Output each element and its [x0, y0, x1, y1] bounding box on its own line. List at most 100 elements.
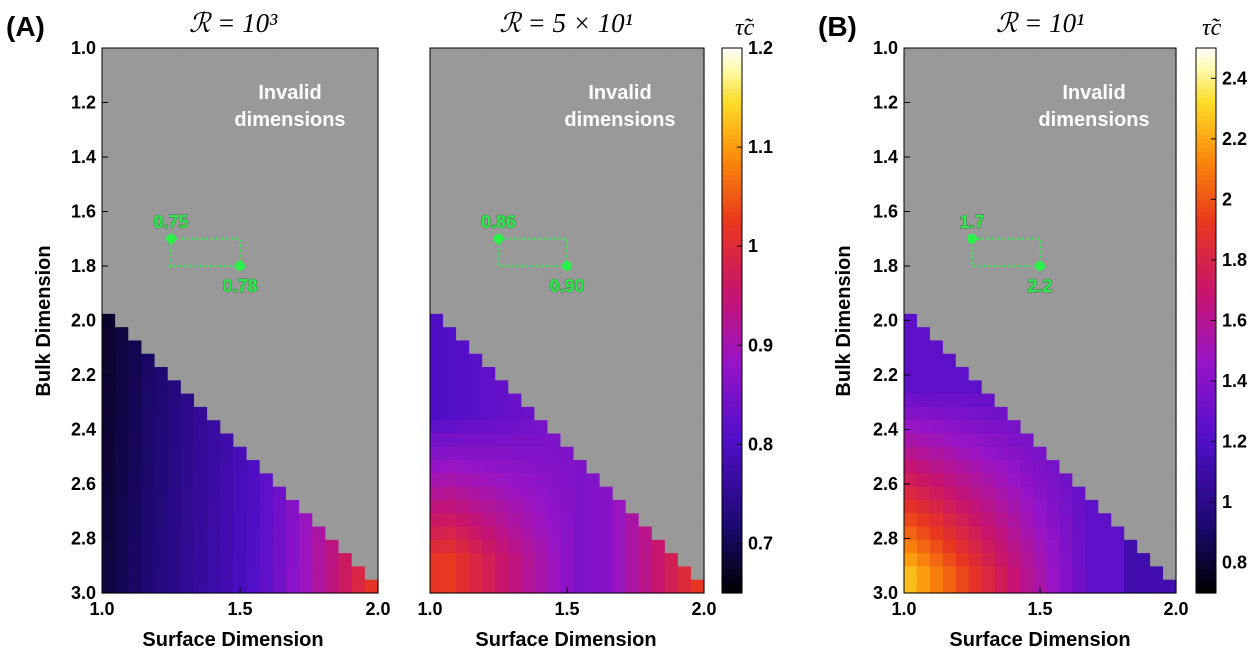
heatmap-cell: [272, 446, 287, 461]
heatmap-cell: [443, 340, 457, 355]
heatmap-cell: [1163, 499, 1177, 514]
heatmap-cell: [1046, 367, 1061, 381]
heatmap-cell: [1098, 234, 1112, 248]
heatmap-cell: [430, 433, 444, 448]
heatmap-cell: [1046, 553, 1061, 568]
heatmap-cell: [272, 287, 287, 302]
colorbar-segment: [722, 388, 742, 394]
heatmap-cell: [942, 473, 957, 488]
colorbar-segment: [1196, 147, 1216, 154]
heatmap-cell: [115, 340, 129, 355]
colorbar-segment: [722, 420, 742, 426]
heatmap-cell: [677, 87, 692, 102]
colorbar-tick-label: 1.1: [748, 137, 773, 157]
heatmap-cell: [338, 539, 353, 554]
heatmap-cell: [102, 167, 116, 182]
heatmap-cell: [560, 180, 575, 195]
heatmap-cell: [560, 127, 575, 142]
heatmap-cell: [207, 327, 221, 342]
heatmap-cell: [246, 234, 261, 248]
colorbar-segment: [1196, 570, 1216, 576]
heatmap-cell: [1124, 513, 1138, 528]
heatmap-cell: [534, 353, 549, 368]
heatmap-cell: [994, 287, 1009, 302]
heatmap-cell: [1007, 433, 1022, 448]
colorbar-segment: [1196, 533, 1216, 540]
heatmap-cell: [469, 300, 483, 315]
heatmap-cell: [955, 114, 970, 129]
heatmap-cell: [154, 393, 169, 408]
heatmap-cell: [1085, 61, 1099, 76]
heatmap-cell: [586, 539, 601, 554]
heatmap-cell: [180, 406, 195, 421]
heatmap-cell: [469, 340, 483, 355]
heatmap-cell: [904, 486, 918, 501]
heatmap-cell: [351, 260, 366, 275]
heatmap-cell: [1163, 260, 1177, 275]
heatmap-cell: [625, 207, 640, 222]
heatmap-cell: [1033, 380, 1048, 395]
heatmap-cell: [968, 141, 983, 155]
heatmap-cell: [651, 393, 666, 408]
heatmap-cell: [664, 154, 679, 169]
heatmap-cell: [233, 74, 248, 89]
heatmap-cell: [638, 420, 653, 435]
heatmap-cell: [1007, 234, 1022, 248]
heatmap-cell: [625, 167, 640, 182]
colorbar-segment: [1196, 443, 1216, 449]
colorbar-segment: [722, 370, 742, 376]
heatmap-cell: [1033, 526, 1048, 541]
heatmap-cell: [508, 406, 522, 421]
heatmap-cell: [338, 380, 353, 395]
heatmap-cell: [456, 460, 470, 474]
heatmap-cell: [508, 234, 522, 248]
heatmap-cell: [482, 180, 496, 195]
heatmap-cell: [364, 87, 379, 102]
heatmap-cell: [968, 446, 983, 461]
heatmap-cell: [325, 260, 340, 275]
heatmap-cell: [180, 513, 195, 528]
heatmap-cell: [638, 353, 653, 368]
heatmap-cell: [167, 327, 182, 342]
heatmap-cell: [573, 513, 588, 528]
heatmap-cell: [573, 300, 588, 315]
heatmap-cell: [690, 526, 705, 541]
heatmap-cell: [167, 526, 182, 541]
heatmap-cell: [259, 367, 274, 381]
heatmap-cell: [981, 579, 996, 594]
heatmap-cell: [286, 154, 300, 169]
heatmap-cell: [246, 167, 261, 182]
heatmap-cell: [994, 87, 1009, 102]
heatmap-cell: [560, 367, 575, 381]
heatmap-cell: [904, 513, 918, 528]
heatmap-cell: [1085, 234, 1099, 248]
heatmap-cell: [916, 101, 931, 116]
heatmap-cell: [1098, 127, 1112, 142]
heatmap-cell: [194, 180, 208, 195]
heatmap-cell: [547, 260, 562, 275]
heatmap-cell: [573, 127, 588, 142]
invalid-label-3a: Invalid: [1062, 82, 1125, 104]
heatmap-cell: [259, 553, 274, 568]
heatmap-cell: [534, 141, 549, 155]
heatmap-cell: [994, 61, 1009, 76]
heatmap-cell: [1111, 194, 1125, 209]
heatmap-cell: [351, 499, 366, 514]
heatmap-cell: [508, 194, 522, 209]
annotation-point: [166, 233, 176, 244]
heatmap-cell: [994, 460, 1009, 474]
heatmap-cell: [443, 446, 457, 461]
heatmap-cell: [115, 420, 129, 435]
heatmap-cell: [1072, 194, 1086, 209]
heatmap-cell: [1033, 87, 1048, 102]
colorbar-segment: [722, 306, 742, 313]
heatmap-cell: [364, 406, 379, 421]
heatmap-cell: [246, 340, 261, 355]
heatmap-cell: [456, 48, 470, 62]
heatmap-cell: [443, 553, 457, 568]
heatmap-cell: [1059, 194, 1073, 209]
colorbar-segment: [722, 315, 742, 322]
heatmap-cell: [482, 380, 496, 395]
heatmap-cell: [1072, 287, 1086, 302]
colorbar-title-2: τ̃c: [1202, 15, 1222, 41]
